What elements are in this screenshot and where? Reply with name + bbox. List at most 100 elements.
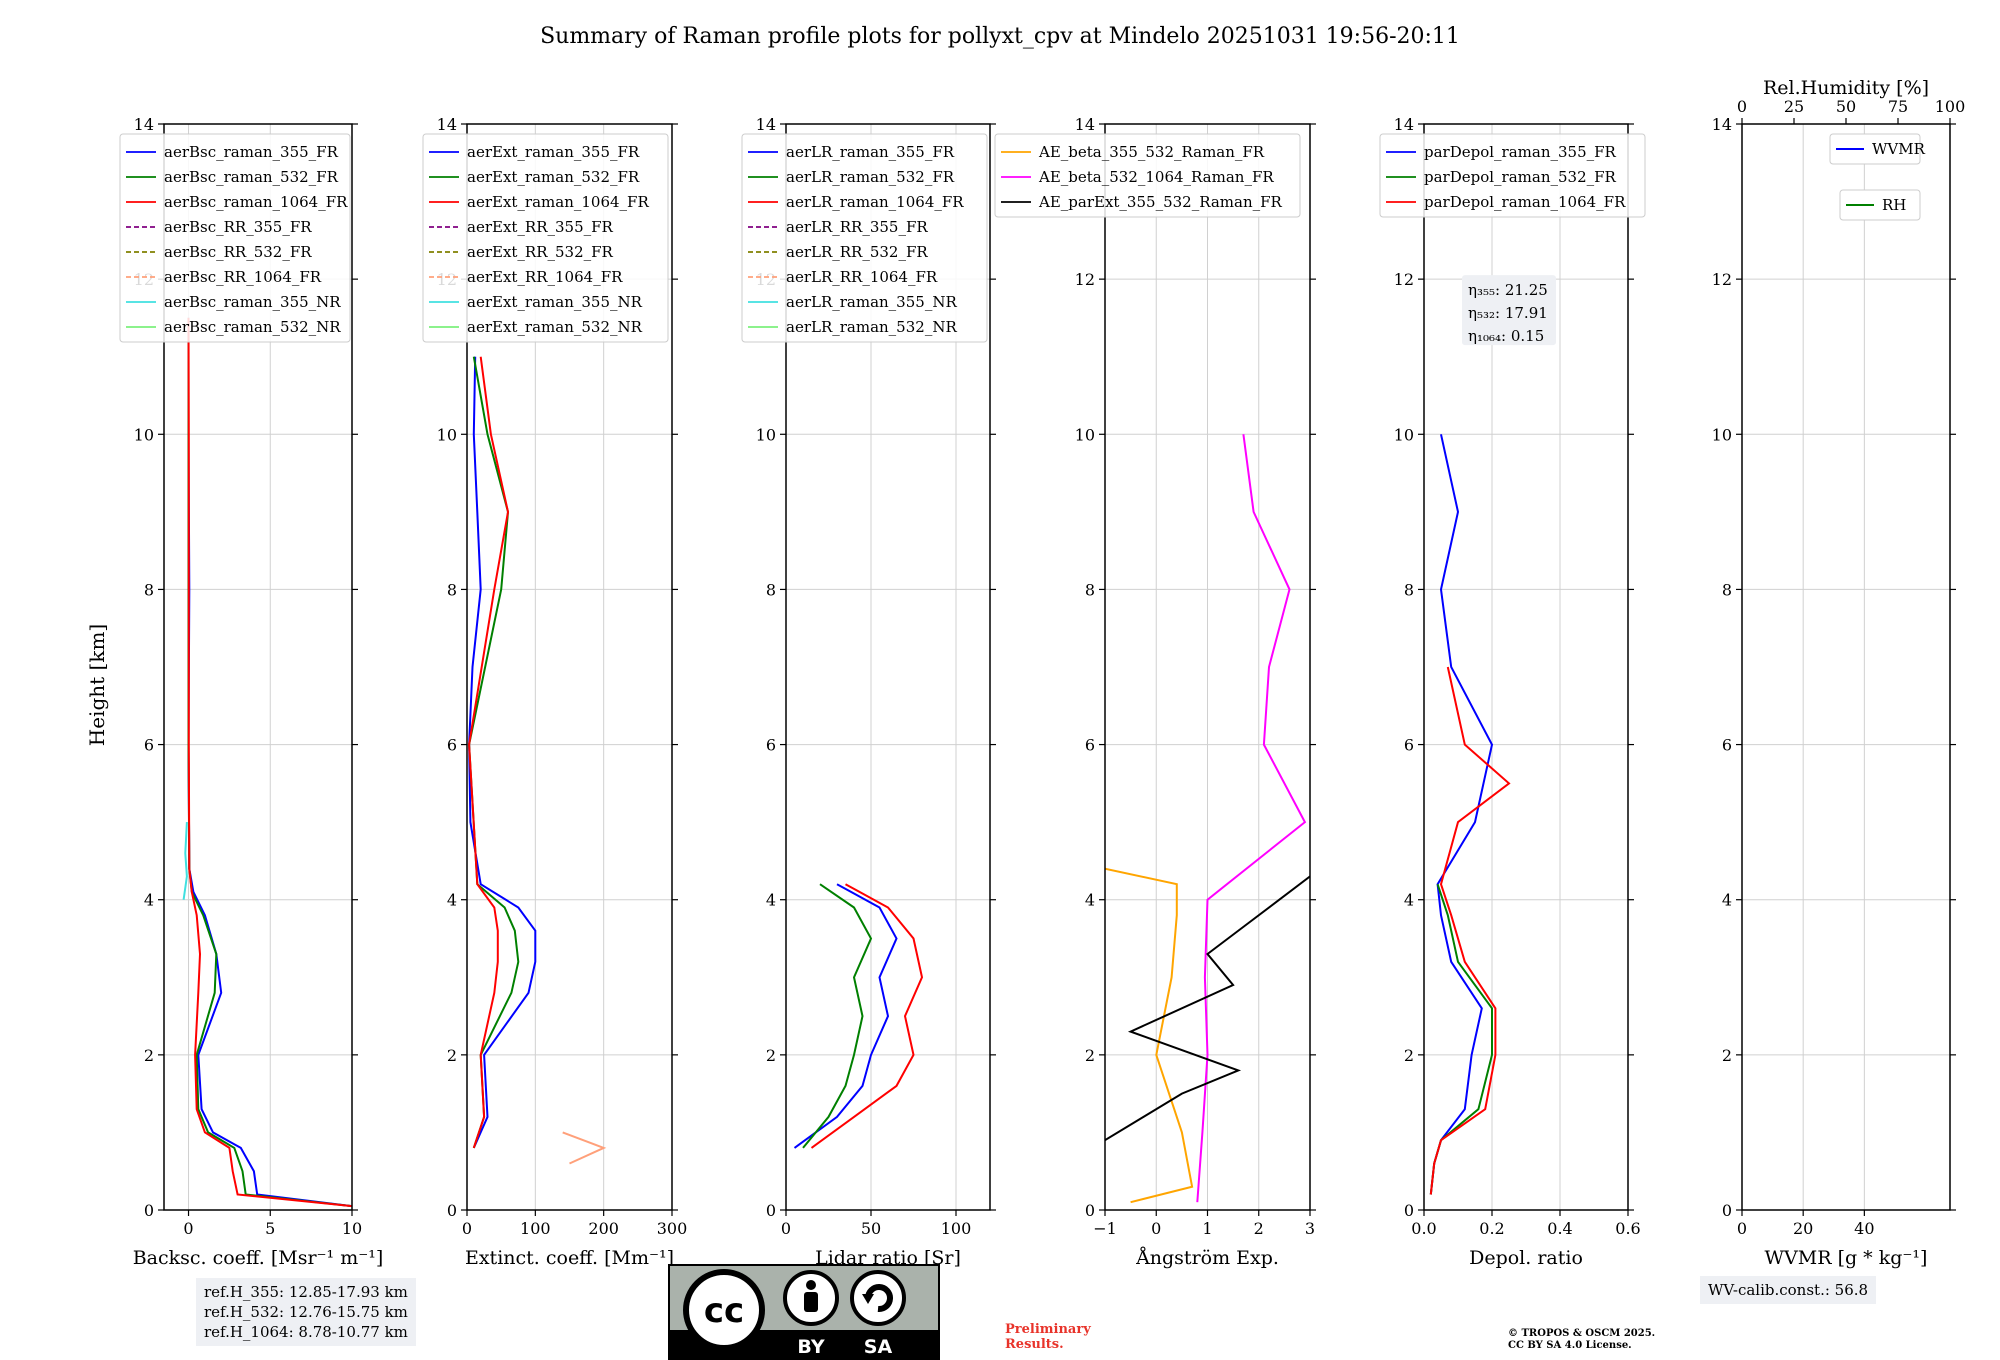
legend-label: aerBsc_RR_355_FR [164, 218, 312, 236]
x-axis-label: Ångström Exp. [1135, 1247, 1279, 1269]
y-tick-label: 6 [1404, 736, 1414, 755]
svg-text:cc: cc [704, 1291, 744, 1331]
y-tick-label: 12 [1712, 270, 1732, 289]
legend-box [994, 133, 1301, 218]
y-tick-label: 6 [1722, 736, 1732, 755]
legend-label: AE_beta_355_532_Raman_FR [1038, 143, 1265, 161]
y-tick-label: 6 [1085, 736, 1095, 755]
x-tick-label: 0.2 [1479, 1219, 1504, 1238]
x-tick-label: 0 [183, 1219, 193, 1238]
y-tick-label: 10 [1712, 425, 1732, 444]
x-tick-label: 10 [342, 1219, 362, 1238]
y-tick-label: 12 [1394, 270, 1414, 289]
y-tick-label: 4 [766, 891, 776, 910]
wv-calib-box: WV-calib.const.: 56.8 [1700, 1276, 1877, 1304]
copyright-line-1: © TROPOS & OSCM 2025. [1508, 1328, 1656, 1339]
copyright-line-2: CC BY SA 4.0 License. [1508, 1340, 1632, 1351]
figure-title: Summary of Raman profile plots for polly… [540, 24, 1460, 49]
y-tick-label: 10 [756, 425, 776, 444]
panel-bsc: 024681012140510Backsc. coeff. [Msr⁻¹ m⁻¹… [119, 115, 383, 1269]
x-tick-label: 0.0 [1411, 1219, 1436, 1238]
top-x-axis-label: Rel.Humidity [%] [1763, 77, 1929, 99]
ref-height-355: ref.H_355: 12.85-17.93 km [204, 1283, 408, 1301]
y-tick-label: 4 [1085, 891, 1095, 910]
legend-label: parDepol_raman_1064_FR [1424, 193, 1626, 211]
x-tick-label: 3 [1305, 1219, 1315, 1238]
legend-label: aerBsc_raman_532_FR [164, 168, 339, 186]
legend-label: aerExt_raman_532_FR [467, 168, 640, 186]
x-tick-label: 0.4 [1547, 1219, 1572, 1238]
y-tick-label: 10 [1394, 425, 1414, 444]
plot-frame [1741, 123, 1951, 1211]
legend-box-rh [1839, 189, 1921, 221]
legend-label: aerLR_RR_355_FR [786, 218, 928, 236]
legend-label: aerExt_RR_355_FR [467, 218, 614, 236]
legend-label: parDepol_raman_532_FR [1424, 168, 1617, 186]
y-tick-label: 2 [1085, 1046, 1095, 1065]
legend-box [741, 133, 988, 343]
wv-calib-const: WV-calib.const.: 56.8 [1708, 1281, 1869, 1299]
x-tick-label: 0 [462, 1219, 472, 1238]
y-tick-label: 4 [1722, 891, 1732, 910]
x-tick-label: 1 [1202, 1219, 1212, 1238]
depol-eta-value: η₃₅₅: 21.25 [1468, 281, 1548, 299]
ref-heights-box: ref.H_355: 12.85-17.93 km ref.H_532: 12.… [196, 1278, 416, 1346]
plot-frame [785, 123, 991, 1211]
legend-box [422, 133, 669, 343]
series-line-aerExt_raman_1064_FR [468, 356, 510, 1149]
x-tick-label: 40 [1854, 1219, 1874, 1238]
ref-height-532: ref.H_532: 12.76-15.75 km [204, 1303, 408, 1321]
legend-label: aerBsc_raman_532_NR [164, 318, 341, 336]
top-x-tick-label: 50 [1836, 97, 1856, 116]
legend-label: aerLR_raman_532_NR [786, 318, 957, 336]
legend-label: aerExt_RR_1064_FR [467, 268, 623, 286]
top-x-tick-label: 75 [1888, 97, 1908, 116]
preliminary-line-2: Results. [1005, 1337, 1064, 1352]
x-axis-label: Lidar ratio [Sr] [815, 1247, 961, 1269]
series-line-aerLR_raman_355_FR [793, 883, 898, 1149]
x-tick-label: 200 [588, 1219, 619, 1238]
legend-label: aerBsc_raman_1064_FR [164, 193, 348, 211]
cc-by-label: BY [797, 1336, 824, 1358]
y-tick-label: 0 [144, 1201, 154, 1220]
legend-label: aerLR_raman_532_FR [786, 168, 955, 186]
panel-depol: 0 2 4 6 8 10 12 14 0.0 0.2 0.4 0.6 Depol. ratio parDe… [1379, 115, 1646, 1269]
panel-ext: 024681012140100200300Extinct. coeff. [Mm… [422, 115, 688, 1269]
y-tick-label: 8 [766, 580, 776, 599]
plot-frame [466, 123, 673, 1211]
series-line-aerBsc_raman_1064_FR [187, 317, 352, 1208]
x-tick-label: 300 [657, 1219, 688, 1238]
y-axis-label: Height [km] [85, 624, 109, 746]
x-tick-label: 50 [861, 1219, 881, 1238]
legend-label: aerExt_raman_1064_FR [467, 193, 649, 211]
legend-label-rh: RH [1882, 196, 1906, 214]
plot-frame [163, 123, 353, 1211]
cc-circle-icon [683, 1269, 765, 1351]
y-tick-label: 8 [1404, 580, 1414, 599]
series-line-aerLR_raman_532_FR [802, 883, 873, 1149]
x-tick-label: 5 [265, 1219, 275, 1238]
legend-label: aerLR_raman_1064_FR [786, 193, 964, 211]
y-tick-label: 2 [447, 1046, 457, 1065]
cc-license-logo: cc BY SA [668, 1264, 940, 1360]
copyright-note: © TROPOS & OSCM 2025. CC BY SA 4.0 Licen… [1508, 1328, 1655, 1352]
legend-label: aerExt_raman_355_FR [467, 143, 640, 161]
y-tick-label: 2 [144, 1046, 154, 1065]
y-tick-label: 10 [1075, 425, 1095, 444]
y-tick-label: 4 [447, 891, 457, 910]
y-tick-label: 12 [1075, 270, 1095, 289]
y-tick-label: 4 [1404, 891, 1414, 910]
legend-label: aerBsc_RR_1064_FR [164, 268, 322, 286]
series-line-aerExt_raman_355_FR [468, 356, 537, 1149]
x-axis-label: WVMR [g * kg⁻¹] [1765, 1247, 1928, 1269]
x-axis-label: Extinct. coeff. [Mm⁻¹] [465, 1247, 674, 1269]
y-tick-label: 10 [437, 425, 457, 444]
legend-label: aerExt_RR_532_FR [467, 243, 614, 261]
x-tick-label: 0 [1151, 1219, 1161, 1238]
legend-label: aerLR_raman_355_FR [786, 143, 955, 161]
plot-frame [1423, 123, 1629, 1211]
series-line-aerExt_RR_1064_FR [562, 1131, 607, 1165]
legend-box [1829, 133, 1921, 165]
